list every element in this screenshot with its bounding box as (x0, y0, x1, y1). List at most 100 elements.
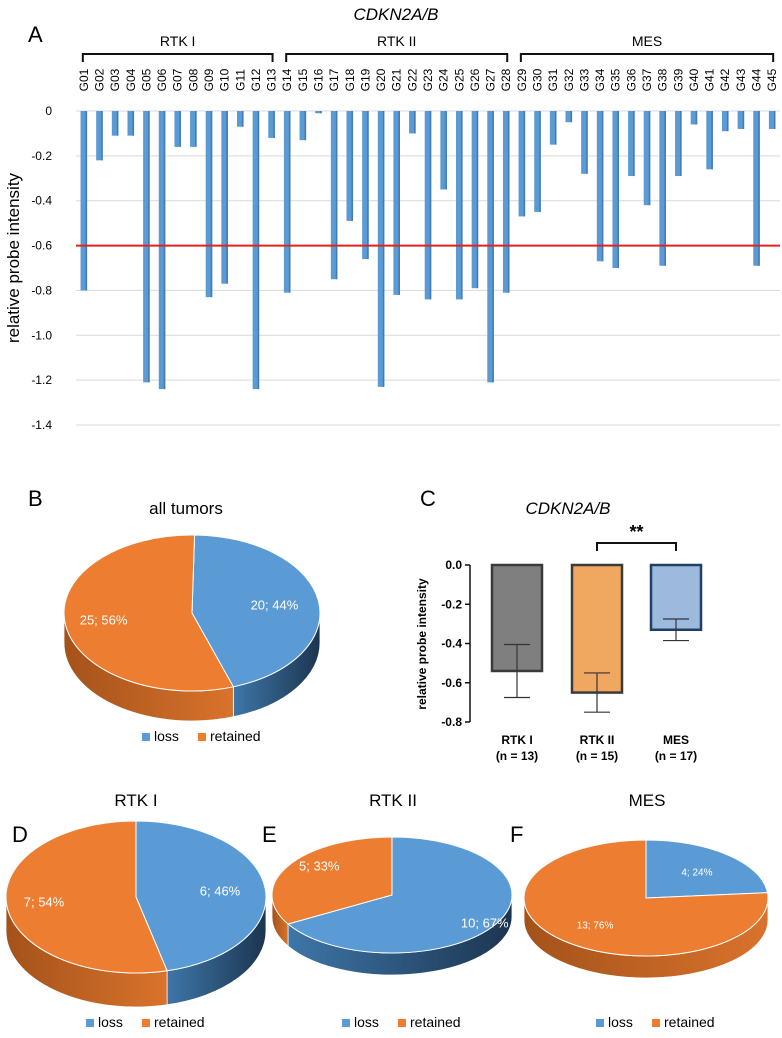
panel-a-bar-shade (554, 111, 557, 145)
panel-a-bar-G41 (706, 111, 713, 170)
panel-b-legend-loss: loss (154, 728, 179, 744)
panel-a-xtick-label: G43 (734, 68, 748, 91)
panel-a-bar-shade (523, 111, 526, 217)
panel-e-legend-retained-swatch (398, 1019, 406, 1027)
panel-f-title: MES (629, 791, 666, 810)
panel-a-xtick-label: G39 (671, 68, 685, 91)
panel-a-xtick-label: G08 (186, 68, 200, 91)
panel-a-bar-G25 (456, 111, 463, 300)
panel-a-bar-G14 (283, 111, 291, 293)
panel-c-n-label: (n = 15) (576, 749, 618, 763)
panel-a-xtick-label: G24 (437, 68, 451, 91)
panel-c-ytick-label: -0.8 (441, 715, 462, 729)
panel-a-bar-G27 (487, 111, 494, 383)
panel-b-slice-loss (191, 534, 321, 688)
panel-f-loss-label: 4; 24% (681, 867, 712, 878)
panel-a-bar-shade (460, 111, 463, 300)
panel-a-bar-shade (163, 111, 166, 390)
panel-a-bar-shade (773, 111, 776, 129)
panel-a-ytick-label: -0.6 (31, 239, 52, 253)
panel-a-xtick-label: G35 (609, 68, 623, 91)
panel-b-legend-retained-swatch (198, 733, 206, 741)
panel-a-bar-G20 (377, 111, 385, 387)
panel-a-xtick-label: G45 (765, 68, 779, 91)
panel-a-bar-G23 (424, 111, 432, 300)
panel-a-group-label: MES (632, 33, 662, 49)
panel-c-significance-bracket (596, 542, 677, 551)
panel-a-bar-shade (648, 111, 651, 206)
panel-a-bar-shade (601, 111, 604, 262)
panel-a-xtick-label: G38 (656, 68, 670, 91)
panel-a-bar-shade (539, 111, 541, 212)
panel-e-slice-loss (287, 836, 513, 954)
panel-d-legend-loss-swatch (86, 1019, 94, 1027)
panel-label-e: E (262, 822, 277, 847)
panel-a-bar-shade (429, 111, 432, 300)
panel-a-bar-shade (476, 111, 479, 289)
panel-a-bar-G30 (534, 111, 541, 212)
panel-b-pie-all-tumors: all tumors 20; 44% 25; 56% loss retained (63, 499, 321, 744)
panel-c-xtick-label: RTK I (501, 733, 532, 747)
panel-a-xtick-label: G32 (562, 68, 576, 91)
panel-a-bar-shade (507, 111, 510, 293)
panel-c-xtick-label: RTK II (580, 733, 615, 747)
panel-a-bar-shade (257, 111, 260, 390)
panel-label-a: A (28, 22, 43, 47)
panel-a-xtick-label: G30 (531, 68, 545, 91)
panel-a-ytick-label: -0.2 (31, 149, 52, 163)
panel-a-xtick-label: G09 (202, 68, 216, 91)
panel-a-bar-G28 (502, 111, 510, 293)
panel-a-xtick-label: G07 (171, 68, 185, 91)
panel-a-bar-shade (320, 111, 322, 114)
panel-d-slice-retained (5, 820, 168, 974)
panel-e-title: RTK II (369, 791, 417, 810)
panel-d-legend-retained-swatch (142, 1019, 150, 1027)
panel-a-ylabel: relative probe intensity (4, 172, 23, 343)
panel-a-xtick-label: G12 (249, 68, 263, 91)
panel-a-bar-G08 (190, 111, 197, 147)
panel-f-legend-loss: loss (608, 1014, 633, 1030)
panel-a-xtick-label: G42 (718, 68, 732, 91)
panel-e-pie-rtk2: RTK II 10; 67% 5; 33% loss retained (271, 791, 513, 1030)
panel-label-c: C (420, 486, 436, 511)
panel-a-bar-shade (398, 111, 400, 295)
panel-a-bar-G38 (659, 111, 666, 266)
panel-a-bar-G43 (737, 111, 745, 129)
panel-d-pie-rtk1: RTK I 6; 46% 7; 54% loss retained (5, 791, 267, 1030)
panel-a-bar-G13 (268, 111, 275, 138)
panel-a-bar-G24 (440, 111, 447, 190)
panel-a-bar-G18 (346, 111, 354, 221)
panel-a-bar-G34 (596, 111, 604, 262)
panel-a-ytick-label: -1.0 (31, 328, 52, 342)
panel-a-xtick-label: G13 (265, 68, 279, 91)
panel-a-ytick-label: -0.8 (31, 283, 52, 297)
panel-a-bar-shade (664, 111, 666, 266)
panel-a-xtick-label: G33 (577, 68, 591, 91)
panel-c-ylabel: relative probe intensity (415, 578, 429, 710)
panel-a-bar-G45 (768, 111, 776, 129)
panel-b-slice-retained (63, 534, 235, 692)
panel-a-bar-G21 (393, 111, 400, 295)
panel-d-slice-loss (135, 820, 267, 972)
panel-a-xtick-label: G18 (343, 68, 357, 91)
panel-a-bar-G36 (628, 111, 635, 177)
panel-a-bar-shade (742, 111, 745, 129)
panel-a-bar-shade (492, 111, 494, 383)
panel-a-bar-shade (335, 111, 338, 280)
panel-c-significance-stars: ** (629, 522, 643, 542)
panel-a-bar-G29 (518, 111, 526, 217)
panel-a-bar-G15 (299, 111, 307, 141)
panel-c-title: CDKN2A/B (525, 499, 610, 518)
panel-b-legend-loss-swatch (142, 733, 150, 741)
panel-a-bar-G42 (721, 111, 729, 132)
panel-a-group-bracket (519, 53, 775, 62)
panel-a-bar-G03 (111, 111, 119, 136)
panel-a-bar-G09 (205, 111, 213, 298)
panel-a-bar-shade (288, 111, 291, 293)
panel-label-f: F (510, 822, 523, 847)
panel-a-xtick-label: G22 (405, 68, 419, 91)
panel-d-loss-label: 6; 46% (200, 883, 241, 898)
panel-a-xtick-label: G14 (280, 68, 294, 91)
panel-a-bar-G06 (158, 111, 166, 390)
panel-a-xtick-label: G36 (624, 68, 638, 91)
